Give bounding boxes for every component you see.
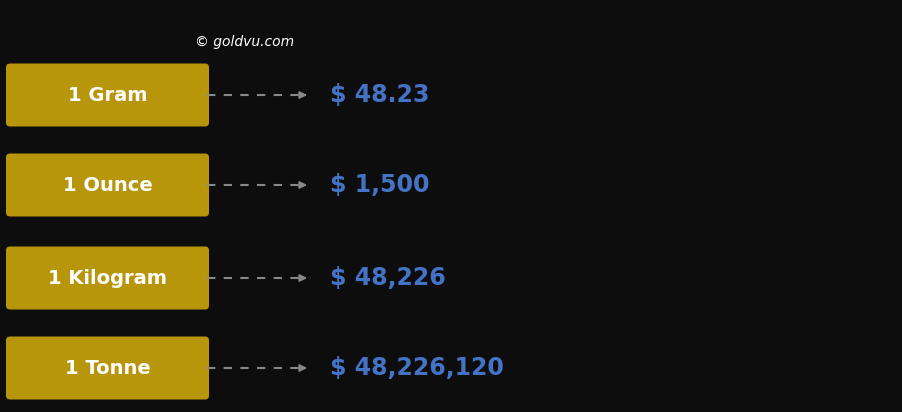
FancyBboxPatch shape: [6, 246, 209, 309]
Text: $ 48.23: $ 48.23: [330, 83, 429, 107]
FancyBboxPatch shape: [6, 154, 209, 216]
Text: 1 Tonne: 1 Tonne: [65, 358, 151, 377]
Text: $ 1,500: $ 1,500: [330, 173, 429, 197]
FancyBboxPatch shape: [6, 63, 209, 126]
Text: 1 Kilogram: 1 Kilogram: [48, 269, 167, 288]
Text: 1 Ounce: 1 Ounce: [62, 176, 152, 194]
Text: $ 48,226,120: $ 48,226,120: [330, 356, 504, 380]
FancyBboxPatch shape: [6, 337, 209, 400]
Text: $ 48,226: $ 48,226: [330, 266, 446, 290]
Text: © goldvu.com: © goldvu.com: [195, 35, 294, 49]
Text: 1 Gram: 1 Gram: [68, 86, 147, 105]
